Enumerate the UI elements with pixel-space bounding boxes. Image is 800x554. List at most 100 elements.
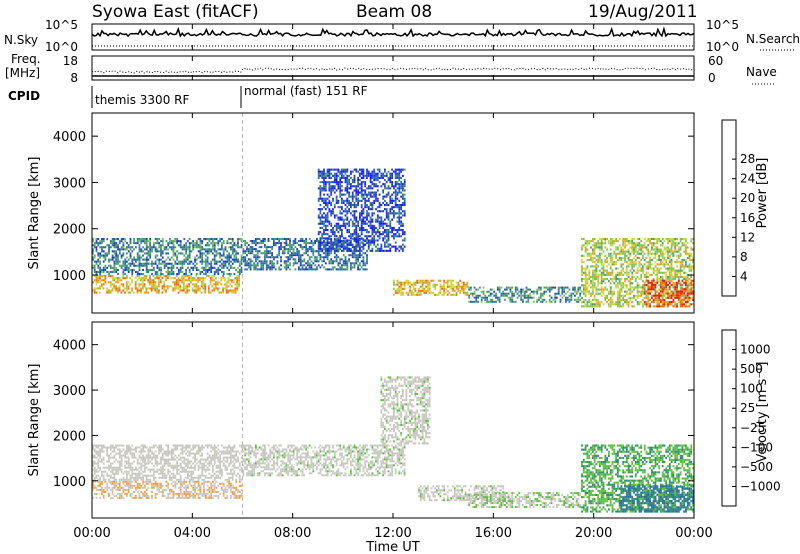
heatmap-cell bbox=[642, 284, 644, 287]
heatmap-cell bbox=[362, 181, 365, 184]
heatmap-cell bbox=[339, 193, 342, 196]
heatmap-cell bbox=[222, 289, 224, 292]
heatmap-cell bbox=[339, 244, 342, 247]
heatmap-cell bbox=[597, 240, 600, 243]
heatmap-cell bbox=[588, 290, 591, 293]
heatmap-cell bbox=[342, 210, 345, 213]
heatmap-cell bbox=[109, 281, 112, 284]
heatmap-cell bbox=[222, 260, 225, 263]
heatmap-cell bbox=[240, 240, 243, 243]
heatmap-cell bbox=[102, 240, 105, 243]
heatmap-cell bbox=[120, 256, 123, 259]
heatmap-cell bbox=[409, 287, 411, 290]
heatmap-cell bbox=[656, 275, 659, 278]
heatmap-cell bbox=[209, 279, 212, 282]
heatmap-cell bbox=[115, 277, 117, 280]
heatmap-cell bbox=[95, 242, 98, 245]
heatmap-cell bbox=[106, 486, 109, 489]
heatmap-cell bbox=[115, 266, 118, 269]
heatmap-cell bbox=[359, 168, 361, 171]
heatmap-cell bbox=[631, 244, 634, 247]
heatmap-cell bbox=[330, 181, 333, 184]
heatmap-cell bbox=[385, 193, 388, 196]
heatmap-cell bbox=[222, 240, 225, 243]
heatmap-cell bbox=[296, 254, 299, 257]
heatmap-cell bbox=[102, 490, 105, 493]
heatmap-cell bbox=[505, 286, 508, 289]
heatmap-cell bbox=[237, 238, 239, 241]
heatmap-cell bbox=[321, 220, 324, 223]
heatmap-cell bbox=[679, 294, 682, 297]
heatmap-cell bbox=[600, 252, 603, 255]
heatmap-cell bbox=[264, 262, 266, 265]
heatmap-cell bbox=[484, 294, 487, 297]
heatmap-cell bbox=[330, 258, 333, 261]
heatmap-cell bbox=[615, 278, 617, 281]
heatmap-cell bbox=[400, 291, 402, 294]
heatmap-cell bbox=[550, 296, 553, 299]
heatmap-cell bbox=[167, 273, 170, 276]
heatmap-cell bbox=[597, 301, 600, 304]
heatmap-cell bbox=[595, 292, 598, 295]
heatmap-cell bbox=[629, 269, 632, 272]
heatmap-cell bbox=[590, 254, 592, 257]
heatmap-cell bbox=[168, 275, 171, 278]
heatmap-cell bbox=[384, 231, 386, 234]
heatmap-cell bbox=[649, 305, 651, 308]
heatmap-cell bbox=[654, 269, 657, 272]
heatmap-cell bbox=[222, 277, 224, 280]
heatmap-cell bbox=[355, 195, 358, 198]
heatmap-cell bbox=[335, 247, 338, 250]
heatmap-cell bbox=[651, 290, 653, 293]
heatmap-cell bbox=[138, 248, 141, 251]
heatmap-cell bbox=[496, 286, 499, 289]
heatmap-cell bbox=[229, 283, 232, 286]
heatmap-cell bbox=[658, 271, 660, 274]
heatmap-cell bbox=[658, 240, 660, 243]
heatmap-cell bbox=[367, 235, 370, 238]
heatmap-cell bbox=[111, 486, 114, 489]
heatmap-cell bbox=[355, 210, 358, 213]
heatmap-cell bbox=[299, 256, 302, 259]
heatmap-cell bbox=[102, 268, 105, 271]
heatmap-cell bbox=[337, 226, 340, 229]
heatmap-cell bbox=[328, 174, 331, 177]
heatmap-cell bbox=[287, 256, 290, 259]
heatmap-cell bbox=[357, 181, 359, 184]
heatmap-cell bbox=[149, 250, 152, 253]
heatmap-cell bbox=[339, 187, 342, 190]
heatmap-cell bbox=[543, 286, 546, 289]
heatmap-cell bbox=[667, 296, 669, 299]
heatmap-cell bbox=[328, 260, 331, 263]
heatmap-cell bbox=[677, 242, 680, 245]
heatmap-cell bbox=[367, 185, 370, 188]
heatmap-cell bbox=[323, 266, 325, 269]
heatmap-cell bbox=[195, 268, 198, 271]
heatmap-cell bbox=[690, 267, 693, 270]
heatmap-cell bbox=[588, 292, 591, 295]
heatmap-cell bbox=[514, 288, 517, 291]
heatmap-cell bbox=[194, 244, 196, 247]
heatmap-cell bbox=[290, 254, 293, 257]
heatmap-cell bbox=[141, 287, 144, 290]
heatmap-cell bbox=[323, 248, 325, 251]
heatmap-cell bbox=[348, 193, 350, 196]
heatmap-cell bbox=[421, 281, 424, 284]
heatmap-cell bbox=[665, 267, 668, 270]
heatmap-cell bbox=[672, 278, 675, 281]
heatmap-cell bbox=[660, 278, 662, 281]
heatmap-cell bbox=[656, 269, 659, 272]
heatmap-cell bbox=[147, 258, 150, 261]
heatmap-cell bbox=[144, 262, 146, 265]
heatmap-cell bbox=[665, 275, 668, 278]
heatmap-cell bbox=[624, 261, 626, 264]
heatmap-cell bbox=[323, 189, 325, 192]
heatmap-cell bbox=[244, 262, 247, 265]
heatmap-cell bbox=[647, 284, 650, 287]
heatmap-cell bbox=[129, 262, 132, 265]
heatmap-cell bbox=[337, 264, 340, 267]
heatmap-cell bbox=[222, 264, 225, 267]
heatmap-cell bbox=[445, 287, 447, 290]
heatmap-cell bbox=[674, 282, 677, 285]
heatmap-cell bbox=[636, 269, 639, 272]
